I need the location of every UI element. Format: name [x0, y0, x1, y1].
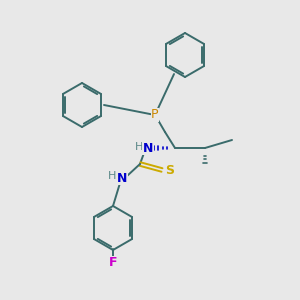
Text: N: N [117, 172, 127, 184]
Text: H: H [108, 171, 116, 181]
Text: S: S [166, 164, 175, 176]
Text: P: P [151, 109, 159, 122]
Text: H: H [135, 142, 143, 152]
Text: N: N [143, 142, 153, 154]
Text: F: F [109, 256, 117, 269]
